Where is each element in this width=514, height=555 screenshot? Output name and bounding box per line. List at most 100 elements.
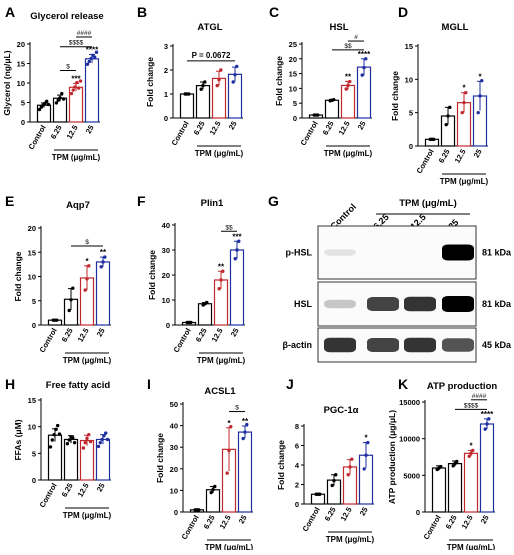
significance-star: *** — [232, 232, 242, 241]
category-label: 25 — [95, 482, 107, 494]
tpm-axis-label: TPM (μg/mL) — [52, 153, 101, 162]
y-tick-label: 30 — [162, 246, 170, 255]
bar — [63, 438, 79, 481]
chart-panel-C: C HSL 0 5 10 15 20 25 Fold change Control 6.25 ** 12… — [269, 4, 373, 158]
data-point — [56, 98, 60, 102]
category-label: 12.5 — [460, 514, 475, 531]
data-point — [476, 110, 480, 115]
category-label: 6.25 — [194, 327, 209, 344]
data-point — [209, 490, 213, 495]
data-point — [60, 91, 64, 96]
blot-kda-label: 81 kDa — [482, 299, 512, 309]
data-point — [432, 137, 436, 142]
data-point — [225, 471, 229, 475]
data-point — [229, 424, 233, 429]
tpm-axis-label: TPM (μg/mL) — [326, 535, 375, 544]
chart-title: ATP production — [427, 381, 498, 392]
category-label: 12.5 — [453, 148, 468, 165]
data-point — [81, 446, 86, 450]
panel-letter: F — [137, 193, 146, 209]
chart-panel-B: B ATGL 0 1 2 3 Fold change Control 6.25 12.5 25 P =… — [137, 4, 244, 158]
significance-star: * — [478, 72, 482, 81]
data-point — [87, 432, 91, 437]
p-value-label: P = 0.0672 — [192, 51, 231, 60]
blot-panel: G TPM (μg/mL)Control 6.25 12.5 25p-HSL 81 kDa… — [268, 193, 512, 363]
data-point — [233, 257, 237, 261]
data-point — [366, 440, 370, 445]
category-label: 25 — [472, 148, 484, 160]
data-point — [332, 478, 336, 483]
y-tick-label: 15 — [28, 396, 36, 405]
data-point — [448, 105, 452, 110]
y-tick-label: 20 — [289, 55, 297, 64]
data-point — [462, 100, 466, 105]
data-point — [99, 265, 103, 269]
data-point — [52, 432, 56, 437]
chart-panel-A: A Glycerol release 0 5 10 15 20 Glycerol (ng/μL… — [2, 4, 104, 162]
data-point — [85, 436, 89, 441]
y-axis-label: FFAs (μM) — [13, 419, 23, 460]
bar — [205, 489, 221, 513]
data-point — [316, 113, 320, 117]
data-point — [483, 427, 487, 431]
category-label: Control — [27, 124, 48, 152]
data-point — [464, 90, 468, 95]
blot-band — [324, 249, 356, 256]
data-point — [233, 73, 237, 77]
significance-star: **** — [86, 46, 99, 55]
data-point — [330, 483, 334, 488]
data-point — [446, 114, 450, 118]
category-label: 12.5 — [210, 327, 225, 344]
category-label: 6.25 — [444, 514, 459, 531]
chart-panel-H: H Free fatty acid 0 5 10 15 FFAs (μM) Control 6.… — [5, 376, 112, 520]
bar — [463, 452, 479, 513]
data-point — [102, 434, 106, 438]
bracket-label: #### — [472, 393, 487, 400]
data-point — [227, 448, 231, 453]
data-point — [439, 464, 443, 469]
blot-band — [442, 296, 474, 312]
data-point — [100, 437, 104, 442]
data-point — [67, 308, 71, 313]
category-label: Control — [170, 120, 191, 148]
panel-letter: J — [286, 376, 294, 392]
bracket-label: $$ — [225, 224, 233, 231]
chart-panel-F: F Plin1 0 10 20 30 40 Fold change Control 6.25 ** 1… — [137, 193, 246, 365]
data-point — [104, 431, 108, 435]
data-point — [221, 269, 225, 273]
data-point — [362, 65, 366, 70]
chart-title: Glycerol release — [30, 11, 103, 22]
blot-band — [404, 337, 436, 353]
y-tick-label: 10 — [28, 273, 36, 282]
category-label: 12.5 — [218, 514, 233, 531]
data-point — [455, 459, 459, 464]
y-tick-label: 5 — [409, 109, 413, 118]
data-point — [467, 454, 471, 458]
data-point — [57, 432, 62, 436]
data-point — [243, 430, 247, 434]
y-tick-label: 8 — [295, 422, 299, 431]
category-label: 25 — [84, 124, 96, 136]
blot-band — [367, 338, 399, 352]
data-point — [83, 440, 87, 445]
chart-title: Aqp7 — [66, 200, 90, 211]
data-point — [101, 260, 105, 264]
data-point — [478, 94, 482, 98]
chart-title: MGLL — [442, 22, 469, 33]
tpm-axis-label: TPM (μg/mL) — [205, 543, 254, 550]
category-label: 25 — [479, 514, 491, 526]
y-tick-label: 5 — [21, 99, 25, 108]
data-point — [217, 77, 221, 82]
y-tick-label: 25 — [289, 40, 297, 49]
data-point — [71, 286, 75, 290]
y-axis-label: Fold change — [155, 433, 165, 483]
tpm-axis-label: TPM (μg/mL) — [324, 149, 373, 158]
data-point — [318, 492, 322, 496]
data-point — [245, 422, 249, 427]
data-point — [364, 57, 368, 61]
data-point — [73, 85, 77, 89]
category-label: 6.25 — [192, 120, 207, 137]
y-axis-label: Fold change — [147, 250, 157, 300]
data-point — [187, 92, 191, 96]
y-tick-label: 0 — [21, 118, 25, 127]
